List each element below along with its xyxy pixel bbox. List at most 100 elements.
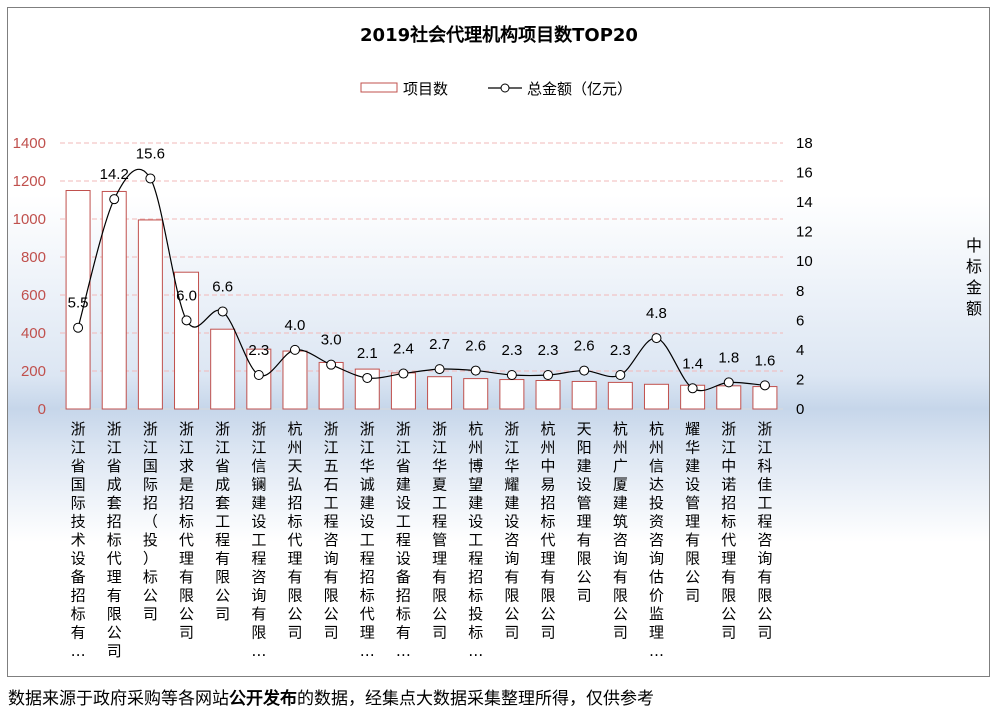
x-tick-label-char: 有 xyxy=(324,568,339,586)
x-tick-label-char: 限 xyxy=(504,587,519,605)
x-tick-label-char: 有 xyxy=(107,587,122,605)
x-tick-label-char: 华 xyxy=(360,457,375,475)
x-tick-label-char: 监 xyxy=(649,605,664,623)
y-right-tick-label: 10 xyxy=(796,253,813,270)
x-tick-label-char: 建 xyxy=(396,476,411,494)
line-marker xyxy=(326,359,337,370)
y-right-tick-label: 0 xyxy=(796,401,804,418)
x-tick-label-char: 套 xyxy=(215,494,230,512)
x-tick-label-char: 标 xyxy=(179,513,194,531)
x-tick-label-char: 理 xyxy=(179,550,194,568)
x-tick-label-char: 程 xyxy=(215,531,230,549)
x-tick-label-char: 咨 xyxy=(613,531,628,549)
x-tick-label-char: 江 xyxy=(71,439,86,457)
x-tick-label-char: 工 xyxy=(468,531,483,549)
x-tick-label-char: 广 xyxy=(613,457,628,475)
x-tick-label-char: 标 xyxy=(721,513,736,531)
line-marker xyxy=(723,377,734,388)
x-tick-label-char: 招 xyxy=(71,587,86,605)
x-tick-label-char: 标 xyxy=(71,605,86,623)
x-tick-label-char: 标 xyxy=(396,605,411,623)
x-tick-label-char: 江 xyxy=(107,439,122,457)
x-tick-label-char: 天 xyxy=(577,420,592,438)
bar xyxy=(101,190,127,410)
data-label: 2.6 xyxy=(465,338,486,355)
bar xyxy=(716,385,742,410)
x-tick-label-char: 江 xyxy=(396,439,411,457)
x-tick-label-char: 理 xyxy=(577,513,592,531)
y-left-tick-label: 1200 xyxy=(13,173,46,190)
x-tick-label-char: 省 xyxy=(71,457,86,475)
x-tick-label-char: 有 xyxy=(396,624,411,642)
x-tick-label-char: 有 xyxy=(215,550,230,568)
x-tick-label-char: 有 xyxy=(613,568,628,586)
x-tick-label-char: 限 xyxy=(685,550,700,568)
bar xyxy=(210,328,236,410)
x-tick-label-char: 工 xyxy=(360,531,375,549)
data-label: 2.7 xyxy=(429,336,450,353)
x-tick-label-char: 际 xyxy=(143,476,158,494)
x-tick-label-char: 浙 xyxy=(143,420,158,438)
x-tick-label-char: 州 xyxy=(468,439,483,457)
x-tick-label-char: 成 xyxy=(107,476,122,494)
x-tick-label-char: 易 xyxy=(541,476,556,494)
x-tick-label-char: 华 xyxy=(504,457,519,475)
x-tick-label-char: 省 xyxy=(215,457,230,475)
footnote: 数据来源于政府采购等各网站公开发布的数据，经集点大数据采集整理所得，仅供参考 xyxy=(8,684,654,709)
x-tick-label-char: 建 xyxy=(360,494,375,512)
x-tick-label-char: 询 xyxy=(613,550,628,568)
x-tick-label-char: 限 xyxy=(179,587,194,605)
x-tick-label-char: 咨 xyxy=(504,531,519,549)
x-tick-label-char: … xyxy=(360,642,375,660)
y-left-tick-label: 400 xyxy=(21,325,46,342)
x-tick-label-char: 公 xyxy=(287,605,302,623)
x-tick-label-char: 限 xyxy=(757,587,772,605)
x-tick-label-char: 有 xyxy=(541,568,556,586)
data-label: 2.4 xyxy=(393,341,414,358)
x-tick-label-char: 投 xyxy=(649,494,664,512)
x-tick-label-char: 江 xyxy=(143,439,158,457)
x-tick-label-char: … xyxy=(71,642,86,660)
x-tick-label-char: 招 xyxy=(360,568,375,586)
bar xyxy=(499,379,525,410)
x-tick-label-char: 限 xyxy=(613,587,628,605)
x-tick-label-char: 是 xyxy=(179,476,194,494)
data-label: 14.2 xyxy=(100,166,129,183)
x-tick-label-char: 招 xyxy=(107,513,122,531)
x-tick-label-char: 有 xyxy=(179,568,194,586)
x-tick-label-char: 工 xyxy=(251,531,266,549)
x-tick-label-char: 公 xyxy=(504,605,519,623)
x-tick-label-char: 设 xyxy=(71,550,86,568)
x-tick-label-char: 有 xyxy=(685,531,700,549)
x-tick-label-char: 询 xyxy=(251,587,266,605)
x-tick-label-char: 省 xyxy=(396,457,411,475)
x-tick-label-char: 建 xyxy=(577,457,592,475)
y-right-tick-label: 16 xyxy=(796,165,813,182)
bar xyxy=(607,381,633,410)
x-tick-label-char: 限 xyxy=(107,605,122,623)
x-tick-label-char: 司 xyxy=(287,624,302,642)
x-tick-label-char: 天 xyxy=(287,457,302,475)
x-tick-label-char: 信 xyxy=(649,457,664,475)
x-tick-label-char: 州 xyxy=(649,439,664,457)
x-tick-label-char: 工 xyxy=(757,494,772,512)
x-tick-label-char: 有 xyxy=(504,568,519,586)
x-tick-label-char: 司 xyxy=(215,605,230,623)
x-tick-label-char: 代 xyxy=(287,531,302,549)
x-tick-label-char: 科 xyxy=(757,457,772,475)
bar xyxy=(571,380,597,410)
x-tick-label-char: 建 xyxy=(251,494,266,512)
x-tick-label-char: 备 xyxy=(396,568,411,586)
x-tick-label-char: 管 xyxy=(577,494,592,512)
x-tick-label-char: 耀 xyxy=(685,420,700,438)
x-tick-label-char: 浙 xyxy=(360,420,375,438)
x-tick-label-char: 标 xyxy=(287,513,302,531)
line-marker xyxy=(651,333,662,344)
x-tick-label-char: 信 xyxy=(251,457,266,475)
x-tick-label-char: 设 xyxy=(360,513,375,531)
x-tick-label-char: 司 xyxy=(504,624,519,642)
x-tick-label-char: 有 xyxy=(757,568,772,586)
x-tick-label-char: 询 xyxy=(757,550,772,568)
x-tick-label-char: 诺 xyxy=(721,476,736,494)
x-tick-label-char: 司 xyxy=(757,624,772,642)
